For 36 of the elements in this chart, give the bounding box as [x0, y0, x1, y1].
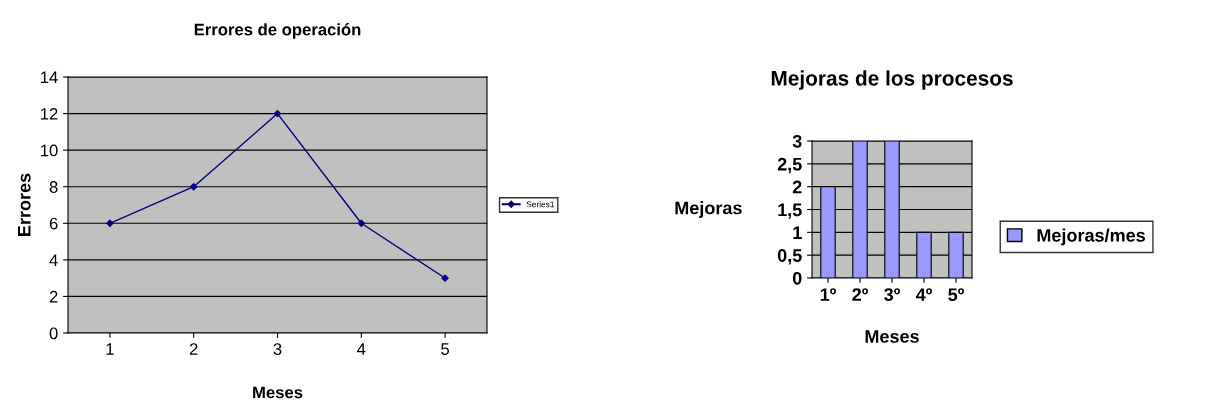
y-tick-label: 1,5	[778, 203, 802, 219]
y-tick-label: 0,5	[777, 249, 802, 265]
y-tick-label: 0	[49, 327, 58, 340]
y-tick-label: 0	[792, 271, 802, 285]
x-tick-label: 3º	[884, 288, 901, 302]
y-axis-title: Errores	[18, 173, 31, 236]
x-tick-label: 4	[357, 343, 366, 355]
y-tick-label: 4	[49, 254, 58, 266]
x-tick-label: 2º	[852, 288, 869, 301]
point	[190, 183, 198, 191]
legend-label: Series1	[526, 201, 555, 208]
x-tick-label: 3	[273, 343, 282, 355]
chart-title: Mejoras de los procesos	[771, 70, 1013, 90]
x-tick-label: 2	[189, 343, 198, 355]
x-tick-label: 5º	[948, 288, 965, 301]
y-tick-label: 8	[49, 181, 58, 193]
legend-label: Mejoras/mes	[1037, 228, 1145, 246]
point	[357, 219, 365, 227]
y-tick-label: 1	[793, 226, 802, 239]
y-axis-title: Mejoras	[675, 201, 742, 218]
point	[441, 274, 449, 282]
x-tick-label: 5	[441, 343, 450, 355]
x-tick-label: 1	[106, 343, 114, 355]
x-axis-title: Meses	[253, 386, 303, 399]
x-tick-label: 1º	[820, 288, 837, 301]
y-tick-label: 6	[49, 217, 58, 230]
y-tick-label: 2,5	[777, 157, 802, 174]
chart-title: Errores de operación	[194, 23, 361, 39]
y-tick-label: 14	[41, 71, 58, 84]
x-axis-title: Meses	[865, 330, 919, 343]
point	[106, 219, 114, 227]
y-tick-label: 3	[792, 134, 802, 148]
x-tick-label: 4º	[915, 288, 933, 301]
y-tick-label: 10	[41, 144, 58, 157]
y-tick-label: 2	[792, 180, 802, 194]
y-tick-label: 12	[41, 107, 58, 120]
